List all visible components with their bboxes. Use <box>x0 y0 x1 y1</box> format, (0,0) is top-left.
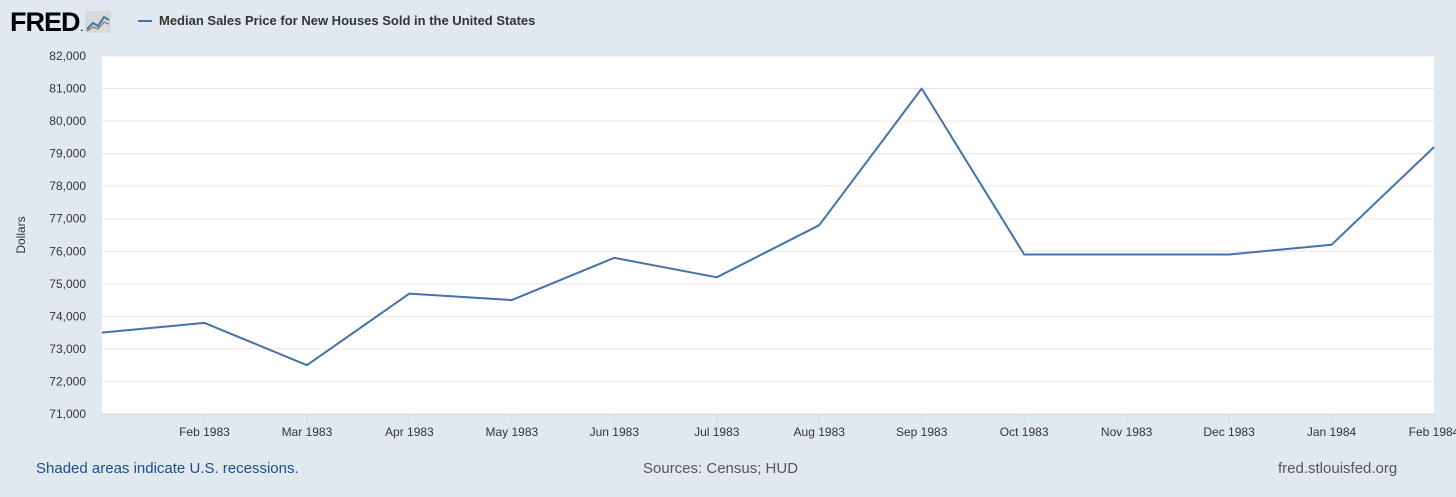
x-tick-label: Jun 1983 <box>590 425 640 439</box>
x-tick-label: Dec 1983 <box>1203 425 1255 439</box>
y-tick-label: 79,000 <box>49 147 86 161</box>
y-tick-label: 81,000 <box>49 82 86 96</box>
y-tick-label: 76,000 <box>49 244 86 258</box>
fred-header: FRED . <box>10 7 112 37</box>
x-tick-label: Jan 1984 <box>1307 425 1357 439</box>
x-tick-label: Feb 1983 <box>179 425 230 439</box>
y-axis-ticks: 71,000 72,000 73,000 74,000 75,000 76,000 77,0… <box>49 49 86 421</box>
data-point[interactable] <box>1021 252 1027 258</box>
x-axis-ticks: Feb 1983 Mar 1983 Apr 1983 May 1983 Jun 1983… <box>179 414 1456 439</box>
chart-grid <box>102 55 1434 415</box>
line-chart: 71,000 72,000 73,000 74,000 75,000 76,000 77,0… <box>14 49 1456 439</box>
series-line[interactable] <box>101 87 1435 367</box>
legend-swatch <box>138 19 152 22</box>
y-axis-label: Dollars <box>14 216 28 253</box>
chart-legend: Median Sales Price for New Houses Sold i… <box>138 13 535 28</box>
plot-area <box>102 56 1434 414</box>
y-tick-label: 78,000 <box>49 179 86 193</box>
fred-logo-mark: . <box>80 23 84 33</box>
x-tick-label: Oct 1983 <box>1000 425 1049 439</box>
data-point[interactable] <box>1329 242 1335 248</box>
data-point[interactable] <box>714 274 720 280</box>
y-tick-label: 74,000 <box>49 309 86 323</box>
x-tick-label: Aug 1983 <box>794 425 846 439</box>
data-point[interactable] <box>406 291 412 297</box>
series-group <box>99 86 1437 368</box>
x-tick-label: May 1983 <box>485 425 538 439</box>
recession-note: Shaded areas indicate U.S. recessions. <box>36 460 299 477</box>
x-tick-label: Nov 1983 <box>1101 425 1153 439</box>
x-tick-label: Mar 1983 <box>282 425 333 439</box>
y-tick-label: 75,000 <box>49 277 86 291</box>
data-point[interactable] <box>1431 144 1437 150</box>
data-point[interactable] <box>201 320 207 326</box>
y-tick-label: 73,000 <box>49 342 86 356</box>
site-link[interactable]: fred.stlouisfed.org <box>1278 460 1398 477</box>
x-tick-label: Apr 1983 <box>385 425 434 439</box>
legend-label: Median Sales Price for New Houses Sold i… <box>159 13 536 28</box>
fred-logo[interactable]: FRED <box>10 7 80 37</box>
data-point[interactable] <box>919 86 925 92</box>
data-point[interactable] <box>1124 252 1130 258</box>
data-point[interactable] <box>611 255 617 261</box>
x-tick-label: Sep 1983 <box>896 425 948 439</box>
y-tick-label: 82,000 <box>49 49 86 63</box>
y-tick-label: 80,000 <box>49 114 86 128</box>
x-tick-label: Jul 1983 <box>694 425 740 439</box>
sources-text: Sources: Census; HUD <box>643 460 799 477</box>
fred-graph-icon <box>85 11 112 33</box>
y-tick-label: 71,000 <box>49 407 86 421</box>
data-point[interactable] <box>99 330 105 336</box>
x-tick-label: Feb 1984 <box>1409 425 1456 439</box>
data-point[interactable] <box>304 362 310 368</box>
data-point[interactable] <box>509 297 515 303</box>
y-tick-label: 72,000 <box>49 374 86 388</box>
data-point[interactable] <box>816 222 822 228</box>
data-point[interactable] <box>1226 252 1232 258</box>
y-tick-label: 77,000 <box>49 212 86 226</box>
